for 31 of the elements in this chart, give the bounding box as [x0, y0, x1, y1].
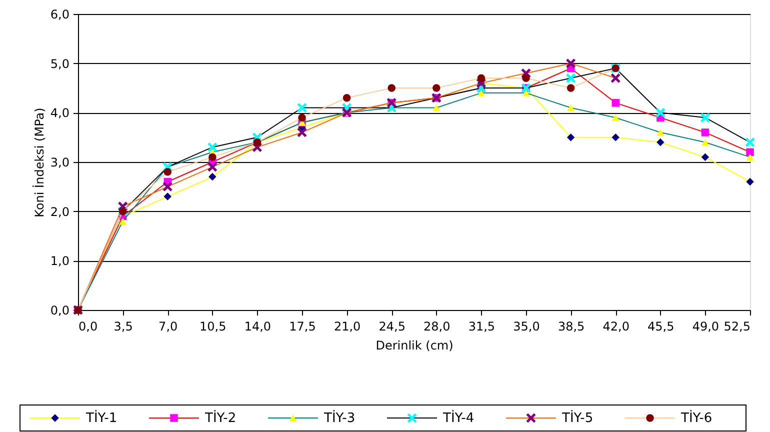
y-tick-label: 0,0 [50, 304, 70, 318]
y-tick-label: 6,0 [50, 8, 70, 22]
x-tick-label: 45,5 [648, 320, 674, 334]
legend-label: TİY-4 [442, 410, 474, 426]
legend-label: TİY-2 [204, 410, 236, 426]
x-tick-label: 10,5 [200, 320, 226, 334]
x-tick-label: 14,0 [244, 320, 272, 334]
y-tick-label: 4,0 [50, 106, 70, 120]
y-tick-label: 2,0 [50, 204, 70, 219]
y-axis-title: Koni İndeksi (MPa) [32, 108, 46, 218]
legend-label: TİY-1 [85, 410, 118, 426]
x-tick-label: 17,5 [289, 320, 316, 334]
x-tick-label: 21,0 [334, 320, 361, 334]
x-axis-title: Derinlik (cm) [376, 338, 454, 352]
legend-label: TİY-5 [561, 410, 594, 426]
legend-label: TİY-6 [680, 410, 712, 426]
x-tick-label: 24,5 [378, 320, 406, 334]
x-tick-label: 7,0 [158, 320, 178, 334]
x-tick-label: 0,0 [78, 320, 98, 334]
y-tick-label: 1,0 [50, 254, 70, 268]
x-tick-label: 49,0 [692, 320, 720, 334]
legend-label: TİY-3 [323, 410, 356, 426]
y-tick-label: 5,0 [50, 56, 70, 71]
x-tick-label: 42,0 [602, 320, 630, 334]
x-tick-label: 38,5 [558, 320, 585, 334]
x-tick-label: 35,0 [513, 320, 540, 334]
x-tick-label: 31,5 [468, 320, 496, 334]
x-tick-label: 52,5 [724, 320, 750, 334]
x-tick-label: 28,0 [424, 320, 450, 334]
x-tick-label: 3,5 [114, 320, 133, 334]
y-tick-label: 3,0 [50, 156, 70, 170]
